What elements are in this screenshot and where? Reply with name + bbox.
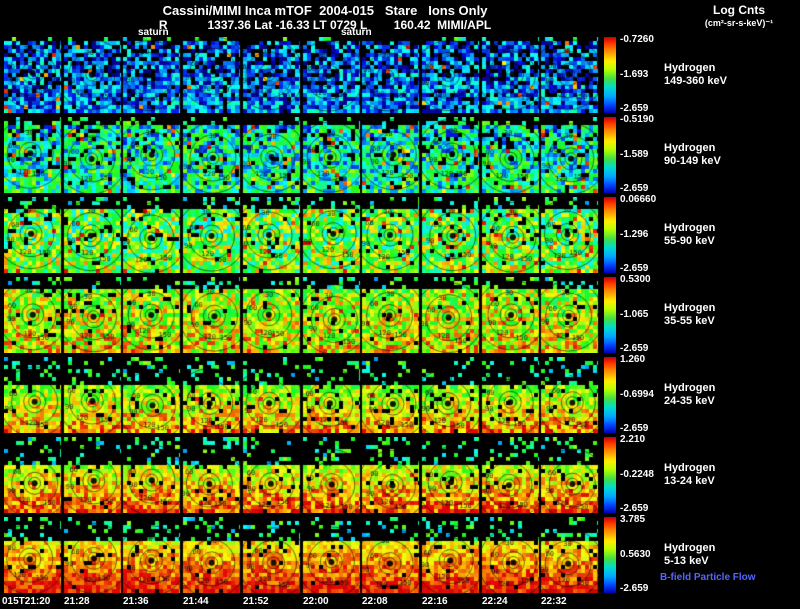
spectrogram-panels bbox=[4, 117, 601, 193]
colorbar-units-line1: Log Cnts bbox=[713, 3, 765, 17]
scale-max: 2.210 bbox=[620, 434, 646, 445]
scale-min: -2.659 bbox=[620, 263, 649, 274]
band-label: Hydrogen 90-149 keV bbox=[664, 142, 721, 168]
time-tick-label: 21:44 bbox=[183, 596, 209, 607]
scale-min: -2.659 bbox=[620, 103, 649, 114]
time-tick-label: 22:08 bbox=[362, 596, 388, 607]
time-tick-label: 21:52 bbox=[243, 596, 269, 607]
colorbar bbox=[604, 117, 616, 193]
energy-band-row: 0.5300 -1.065 -2.659 Hydrogen 35-55 keV bbox=[4, 274, 800, 354]
colorbar-units-line2: (cm²-sr-s-keV)⁻¹ bbox=[704, 18, 774, 28]
scale-max: -0.5190 bbox=[620, 114, 654, 125]
scale-mid: 0.5630 bbox=[620, 549, 651, 560]
species-label: Hydrogen bbox=[664, 302, 716, 314]
energy-band-row: 0.06660 -1.296 -2.659 Hydrogen 55-90 keV bbox=[4, 194, 800, 274]
time-axis: 015T21:20 21:28 21:36 21:44 21:52 22:00 22:08 2… bbox=[2, 596, 644, 609]
bfield-flow-label: B-field Particle Flow bbox=[660, 572, 756, 583]
scale-mid: -0.6994 bbox=[620, 389, 654, 400]
energy-band-row: -0.7260 -1.693 -2.659 Hydrogen 149-360 k… bbox=[4, 34, 800, 114]
scale-min: -2.659 bbox=[620, 183, 649, 194]
band-label: Hydrogen 35-55 keV bbox=[664, 302, 715, 328]
time-tick-label: 21:28 bbox=[64, 596, 90, 607]
colorbar-scale: -0.7260 -1.693 -2.659 bbox=[620, 34, 670, 114]
colorbar bbox=[604, 277, 616, 353]
spectrogram-panels bbox=[4, 277, 601, 353]
scale-mid: -1.693 bbox=[620, 69, 649, 80]
energy-label: 35-55 keV bbox=[664, 315, 715, 327]
species-label: Hydrogen bbox=[664, 462, 716, 474]
time-tick-label: 22:16 bbox=[422, 596, 448, 607]
band-label: Hydrogen 13-24 keV bbox=[664, 462, 715, 488]
species-label: Hydrogen bbox=[664, 62, 716, 74]
band-label: Hydrogen 24-35 keV bbox=[664, 382, 715, 408]
energy-label: 24-35 keV bbox=[664, 395, 715, 407]
scale-max: 1.260 bbox=[620, 354, 646, 365]
colorbar bbox=[604, 517, 616, 593]
colorbar-scale: 2.210 -0.2248 -2.659 bbox=[620, 434, 670, 514]
energy-label: 5-13 keV bbox=[664, 555, 709, 567]
scale-mid: -1.296 bbox=[620, 229, 649, 240]
energy-band-row: -0.5190 -1.589 -2.659 Hydrogen 90-149 ke… bbox=[4, 114, 800, 194]
scale-min: -2.659 bbox=[620, 583, 649, 594]
saturn-annotation: saturn bbox=[138, 27, 169, 38]
energy-label: 149-360 keV bbox=[664, 75, 727, 87]
species-label: Hydrogen bbox=[664, 542, 716, 554]
energy-band-row: 3.785 0.5630 -2.659 Hydrogen 5-13 keV bbox=[4, 514, 800, 594]
colorbar bbox=[604, 37, 616, 113]
scale-max: 0.06660 bbox=[620, 194, 657, 205]
saturn-annotation: saturn bbox=[341, 27, 372, 38]
page-title: Cassini/MIMI Inca mTOF 2004-015 Stare Io… bbox=[162, 3, 488, 18]
colorbar-scale: 0.5300 -1.065 -2.659 bbox=[620, 274, 670, 354]
energy-label: 90-149 keV bbox=[664, 155, 721, 167]
scale-max: -0.7260 bbox=[620, 34, 654, 45]
colorbar-scale: 3.785 0.5630 -2.659 bbox=[620, 514, 670, 594]
scale-min: -2.659 bbox=[620, 423, 649, 434]
colorbar bbox=[604, 197, 616, 273]
species-label: Hydrogen bbox=[664, 222, 716, 234]
band-label: Hydrogen 55-90 keV bbox=[664, 222, 715, 248]
time-tick-label: 22:32 bbox=[541, 596, 567, 607]
spectrogram-panels bbox=[4, 517, 601, 593]
energy-band-row: 1.260 -0.6994 -2.659 Hydrogen 24-35 keV bbox=[4, 354, 800, 434]
spectrogram-panels bbox=[4, 37, 601, 113]
scale-mid: -1.589 bbox=[620, 149, 649, 160]
spectrogram-panels bbox=[4, 357, 601, 433]
time-tick-label: 21:36 bbox=[123, 596, 149, 607]
scale-max: 0.5300 bbox=[620, 274, 651, 285]
species-label: Hydrogen bbox=[664, 382, 716, 394]
spectrogram-rows: -0.7260 -1.693 -2.659 Hydrogen 149-360 k… bbox=[4, 34, 800, 597]
time-tick-label: 015T21:20 bbox=[2, 596, 51, 607]
colorbar-units-label: Log Cnts (cm²-sr-s-keV)⁻¹ bbox=[680, 3, 798, 29]
scale-min: -2.659 bbox=[620, 503, 649, 514]
spectrogram-panels bbox=[4, 197, 601, 273]
species-label: Hydrogen bbox=[664, 142, 716, 154]
energy-label: 13-24 keV bbox=[664, 475, 715, 487]
colorbar-scale: 1.260 -0.6994 -2.659 bbox=[620, 354, 670, 434]
spectrogram-panels bbox=[4, 437, 601, 513]
colorbar-scale: 0.06660 -1.296 -2.659 bbox=[620, 194, 670, 274]
colorbar bbox=[604, 357, 616, 433]
observation-params: R 1337.36 Lat -16.33 LT 0729 L 160.42 MI… bbox=[158, 18, 492, 32]
scale-max: 3.785 bbox=[620, 514, 646, 525]
scale-mid: -0.2248 bbox=[620, 469, 654, 480]
energy-label: 55-90 keV bbox=[664, 235, 715, 247]
band-label: Hydrogen 149-360 keV bbox=[664, 62, 727, 88]
time-tick-label: 22:00 bbox=[303, 596, 329, 607]
colorbar bbox=[604, 437, 616, 513]
energy-band-row: 2.210 -0.2248 -2.659 Hydrogen 13-24 keV bbox=[4, 434, 800, 514]
scale-mid: -1.065 bbox=[620, 309, 649, 320]
band-label: Hydrogen 5-13 keV bbox=[664, 542, 715, 568]
time-tick-label: 22:24 bbox=[482, 596, 508, 607]
scale-min: -2.659 bbox=[620, 343, 649, 354]
colorbar-scale: -0.5190 -1.589 -2.659 bbox=[620, 114, 670, 194]
